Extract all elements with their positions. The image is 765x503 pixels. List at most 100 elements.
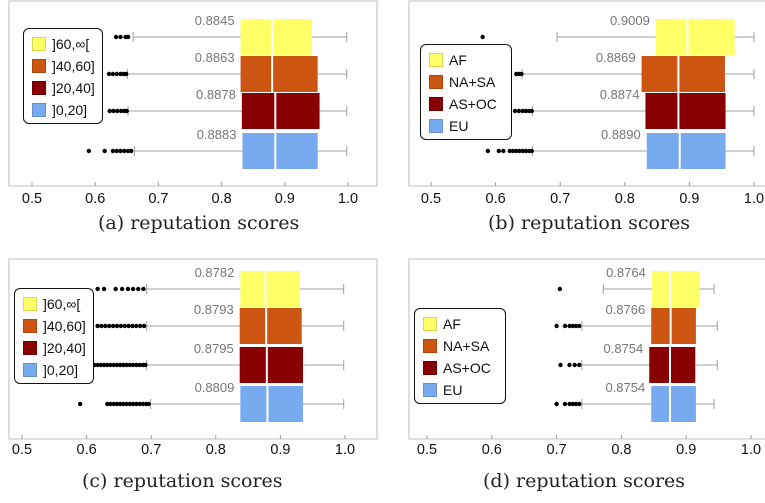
outlier-point — [121, 362, 126, 368]
box — [655, 19, 735, 55]
outlier-point — [562, 323, 568, 329]
outlier-point — [127, 401, 133, 407]
outlier-point — [110, 71, 116, 77]
legend-label: NA+SA — [449, 74, 496, 90]
median-label: 0.8863 — [195, 50, 235, 65]
outlier-point — [118, 108, 124, 114]
legend-swatch — [423, 317, 437, 331]
outlier-point — [137, 362, 142, 368]
legend-item: AS+OC — [415, 357, 505, 379]
outlier-point — [529, 148, 534, 154]
legend-label: AS+OC — [449, 96, 497, 112]
outlier-point — [140, 401, 146, 407]
legend-label: NA+SA — [443, 338, 490, 354]
outlier-point — [554, 401, 559, 407]
outlier-point — [98, 362, 104, 368]
legend-item: ]40,60] — [24, 55, 102, 77]
x-tick-label: 0.5 — [421, 191, 441, 207]
legend-swatch — [23, 297, 37, 311]
outlier-point — [119, 286, 125, 292]
box — [651, 386, 696, 422]
outlier-point — [117, 401, 123, 407]
outlier-point — [113, 286, 118, 292]
outlier-point — [573, 323, 579, 329]
median-label: 0.8764 — [606, 265, 646, 280]
boxplot-b: 0.5 0.6 0.7 0.8 0.9 1.0 0.9009 0.8869 0.8874 0.88… — [408, 0, 765, 207]
outlier-point — [127, 362, 133, 368]
outlier-point — [577, 401, 582, 407]
legend-item: ]60,∞[ — [15, 293, 93, 315]
legend-label: EU — [449, 118, 469, 134]
x-tick-label: 1.0 — [335, 442, 355, 458]
legend-c: ]60,∞[ ]40,60] ]20,40] ]0,20] — [14, 288, 94, 384]
legend-item: NA+SA — [421, 71, 511, 93]
x-tick-label: 0.8 — [615, 191, 635, 207]
median-label: 0.8795 — [194, 341, 234, 356]
legend-swatch — [429, 53, 443, 67]
legend-label: ]40,60] — [43, 318, 86, 334]
outlier-point — [143, 362, 148, 368]
legend-item: EU — [415, 379, 505, 401]
legend-item: AF — [415, 313, 505, 335]
outlier-point — [519, 71, 524, 77]
chart-panel-b: 0.5 0.6 0.7 0.8 0.9 1.0 0.9009 0.8869 0.8874 0.88… — [400, 0, 765, 250]
outlier-point — [529, 108, 534, 114]
outlier-point — [141, 286, 146, 292]
outlier-point — [125, 34, 131, 40]
outlier-point — [118, 323, 124, 329]
x-tick-label: 1.0 — [741, 442, 761, 458]
x-tick-label: 0.5 — [417, 442, 437, 458]
legend-item: ]20,40] — [24, 77, 102, 99]
legend-label: ]60,∞[ — [52, 36, 90, 52]
outlier-point — [111, 362, 116, 368]
outlier-point — [570, 401, 575, 407]
legend-item: AS+OC — [421, 93, 511, 115]
outlier-point — [129, 148, 134, 154]
legend-item: ]0,20] — [15, 359, 93, 381]
outlier-point — [117, 362, 123, 368]
median-label: 0.8754 — [603, 341, 643, 356]
median-label: 0.8809 — [195, 380, 235, 395]
box — [645, 93, 726, 129]
outlier-point — [115, 108, 120, 114]
x-tick-label: 0.9 — [679, 191, 699, 207]
outlier-point — [124, 401, 129, 407]
legend-swatch — [32, 103, 46, 117]
legend-label: AF — [443, 316, 461, 332]
outlier-point — [124, 362, 129, 368]
box — [240, 271, 300, 307]
outlier-point — [114, 148, 119, 154]
x-tick-label: 0.9 — [676, 442, 696, 458]
legend-item: ]40,60] — [15, 315, 93, 337]
box — [641, 56, 725, 92]
x-tick-label: 0.6 — [486, 191, 506, 207]
x-tick-label: 1.0 — [744, 191, 764, 207]
legend-swatch — [32, 81, 46, 95]
legend-label: ]40,60] — [52, 58, 95, 74]
outlier-point — [512, 108, 518, 114]
outlier-point — [122, 148, 127, 154]
chart-panel-a: 0.5 0.6 0.7 0.8 0.9 1.0 0.8845 0.8863 0.8878 0.88… — [0, 0, 382, 250]
legend-label: ]0,20] — [43, 362, 79, 378]
legend-d: AF NA+SA AS+OC EU — [414, 308, 506, 404]
x-tick-label: 0.7 — [141, 442, 161, 458]
outlier-point — [86, 148, 92, 154]
outlier-point — [113, 34, 119, 40]
box — [649, 347, 696, 383]
outlier-point — [573, 401, 579, 407]
x-tick-label: 0.8 — [206, 442, 226, 458]
outlier-point — [501, 148, 506, 154]
legend-label: ]0,20] — [52, 102, 88, 118]
legend-item: NA+SA — [415, 335, 505, 357]
outlier-point — [114, 362, 120, 368]
caption-a: (a) reputation scores — [98, 212, 300, 234]
outlier-point — [567, 323, 572, 329]
x-tick-label: 0.7 — [547, 442, 567, 458]
outlier-point — [124, 108, 129, 114]
x-tick-label: 0.6 — [77, 442, 97, 458]
box — [242, 133, 318, 169]
outlier-point — [118, 148, 123, 154]
legend-label: ]20,40] — [52, 80, 95, 96]
caption-b: (b) reputation scores — [488, 212, 691, 234]
outlier-point — [108, 401, 113, 407]
